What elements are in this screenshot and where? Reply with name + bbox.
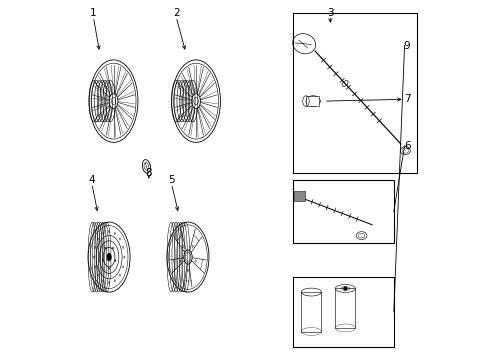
Text: 7: 7 xyxy=(404,94,411,104)
Bar xyxy=(294,277,394,347)
Text: 2: 2 xyxy=(173,8,179,18)
Bar xyxy=(294,191,305,201)
Ellipse shape xyxy=(106,253,112,261)
Ellipse shape xyxy=(104,247,106,249)
Circle shape xyxy=(344,287,347,290)
Text: 9: 9 xyxy=(404,41,411,50)
Text: 8: 8 xyxy=(146,168,152,178)
Ellipse shape xyxy=(108,267,110,270)
Bar xyxy=(294,13,417,173)
Bar xyxy=(335,288,355,328)
Bar xyxy=(306,96,318,107)
Ellipse shape xyxy=(115,260,116,262)
Bar xyxy=(301,292,321,332)
Ellipse shape xyxy=(112,247,114,249)
Text: 6: 6 xyxy=(404,141,411,151)
Text: 5: 5 xyxy=(168,175,175,185)
Ellipse shape xyxy=(102,260,103,262)
Text: 4: 4 xyxy=(89,175,95,185)
Bar xyxy=(294,180,394,243)
Text: 1: 1 xyxy=(90,8,97,18)
Text: 3: 3 xyxy=(327,8,334,18)
